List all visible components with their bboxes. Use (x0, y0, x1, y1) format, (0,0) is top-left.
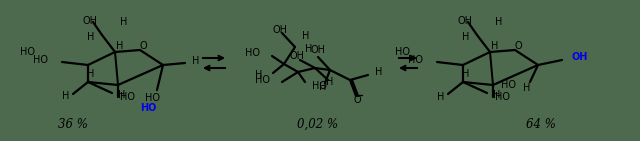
Text: O: O (139, 41, 147, 51)
Text: HO: HO (245, 48, 260, 58)
Text: H: H (62, 91, 70, 101)
Text: H: H (375, 67, 382, 77)
Text: HO: HO (120, 92, 135, 102)
Text: H: H (120, 17, 127, 27)
Text: HO: HO (20, 47, 35, 57)
Text: OH: OH (572, 52, 588, 62)
Text: H: H (87, 69, 95, 79)
Text: H: H (462, 69, 470, 79)
Text: H: H (437, 92, 445, 102)
Text: O: O (353, 95, 361, 105)
Text: HO: HO (312, 81, 327, 91)
Text: OH: OH (310, 45, 326, 55)
Text: OH: OH (273, 25, 287, 35)
Text: H: H (326, 77, 333, 87)
Text: HO: HO (408, 55, 423, 65)
Text: HO: HO (255, 75, 270, 85)
Text: OH: OH (289, 51, 305, 61)
Text: H: H (118, 90, 125, 100)
Text: HO: HO (145, 93, 159, 103)
Text: HO: HO (33, 55, 48, 65)
Text: 0,02 %: 0,02 % (298, 118, 339, 131)
Text: H: H (461, 32, 469, 42)
Text: HO: HO (395, 47, 410, 57)
Text: HO: HO (495, 92, 510, 102)
Text: OH: OH (458, 16, 472, 26)
Text: HO: HO (140, 103, 156, 113)
Text: H: H (495, 17, 502, 27)
Text: 64 %: 64 % (526, 118, 556, 131)
Text: H: H (302, 31, 310, 41)
Text: 36 %: 36 % (58, 118, 88, 131)
Text: OH: OH (83, 16, 97, 26)
Text: H: H (255, 70, 262, 80)
Text: H: H (319, 82, 326, 92)
Text: H: H (524, 83, 531, 93)
Text: HO: HO (500, 80, 515, 90)
Text: H: H (492, 41, 499, 51)
Text: H: H (116, 41, 124, 51)
Text: H: H (192, 56, 200, 66)
Text: H: H (493, 90, 500, 100)
Text: H: H (305, 44, 312, 54)
Text: O: O (514, 41, 522, 51)
Text: H: H (86, 32, 94, 42)
